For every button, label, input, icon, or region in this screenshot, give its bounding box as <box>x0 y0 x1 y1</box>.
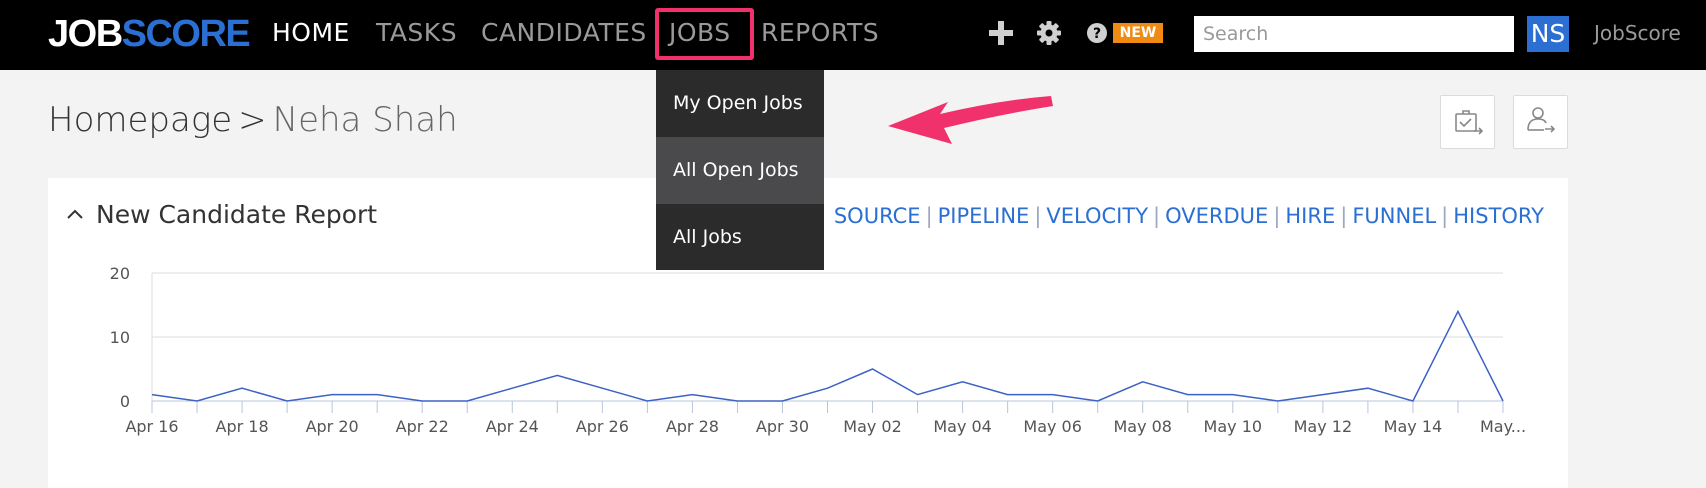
link-velocity[interactable]: VELOCITY <box>1046 204 1149 228</box>
user-export-icon <box>1527 107 1556 133</box>
y-tick-label: 20 <box>110 264 130 283</box>
menu-item-all-jobs[interactable]: All Jobs <box>673 226 742 248</box>
export-report-button[interactable] <box>1440 95 1495 149</box>
menu-item-all-open-jobs[interactable]: All Open Jobs <box>656 137 824 204</box>
link-hire[interactable]: HIRE <box>1285 204 1336 228</box>
link-funnel[interactable]: FUNNEL <box>1352 204 1437 228</box>
top-nav-bar: JOBSCORE HOME TASKS CANDIDATES JOBS REPO… <box>0 0 1706 70</box>
new-badge: NEW <box>1113 23 1163 43</box>
user-avatar[interactable]: NS <box>1527 16 1569 52</box>
nav-reports[interactable]: REPORTS <box>761 18 880 47</box>
x-tick-label: Apr 24 <box>486 417 539 436</box>
x-tick-label: Apr 18 <box>216 417 269 436</box>
panel-title[interactable]: New Candidate Report <box>66 200 377 229</box>
x-tick-label: Apr 16 <box>125 417 178 436</box>
account-name[interactable]: JobScore <box>1594 21 1681 45</box>
panel-title-text: New Candidate Report <box>96 200 378 229</box>
briefcase-export-icon <box>1455 110 1484 135</box>
share-user-button[interactable] <box>1513 95 1568 149</box>
link-overdue[interactable]: OVERDUE <box>1165 204 1269 228</box>
jobs-highlight-box <box>655 8 754 60</box>
breadcrumb-root[interactable]: Homepage <box>48 100 233 140</box>
new-candidate-line-chart: 0 10 20 Apr 16 Apr 18 Apr 20 Apr 22 Apr 24 Apr 2… <box>110 264 1526 436</box>
breadcrumb-separator: > <box>238 100 267 140</box>
report-links: SOURCE | PIPELINE | VELOCITY | OVERDUE | HIRE | FU… <box>833 204 1544 228</box>
gear-icon[interactable] <box>1036 20 1062 50</box>
jobscore-logo[interactable]: JOBSCORE <box>48 13 251 55</box>
svg-text:?: ? <box>1093 26 1101 42</box>
x-tick-label: May 08 <box>1113 417 1172 436</box>
nav-jobs[interactable]: JOBS <box>669 18 731 47</box>
breadcrumb-current: Neha Shah <box>272 100 458 140</box>
x-tick-label: Apr 26 <box>576 417 629 436</box>
x-tick-label: Apr 22 <box>396 417 449 436</box>
series-line <box>151 309 1504 402</box>
annotation-arrow-icon <box>888 96 1053 144</box>
x-tick-label: May 02 <box>843 417 902 436</box>
search-input[interactable] <box>1194 16 1514 52</box>
chevron-up-icon[interactable] <box>66 201 84 225</box>
nav-home[interactable]: HOME <box>272 18 350 47</box>
x-tick-label: May... <box>1480 417 1526 436</box>
menu-item-my-open-jobs[interactable]: My Open Jobs <box>673 92 803 114</box>
x-tick-label: Apr 30 <box>756 417 809 436</box>
x-tick-label: May 12 <box>1294 417 1353 436</box>
y-tick-label: 10 <box>110 328 130 347</box>
breadcrumb: Homepage > Neha Shah <box>48 100 458 140</box>
nav-tasks[interactable]: TASKS <box>376 18 458 47</box>
plus-icon[interactable] <box>988 20 1014 50</box>
x-tick-label: May 06 <box>1023 417 1082 436</box>
help-icon[interactable]: ? <box>1086 22 1108 48</box>
jobs-dropdown-menu: My Open Jobs All Open Jobs All Jobs <box>656 70 824 270</box>
x-tick-label: May 14 <box>1384 417 1443 436</box>
link-history[interactable]: HISTORY <box>1453 204 1544 228</box>
link-source[interactable]: SOURCE <box>833 204 921 228</box>
y-tick-label: 0 <box>120 392 130 411</box>
x-tick-label: Apr 20 <box>306 417 359 436</box>
nav-candidates[interactable]: CANDIDATES <box>481 18 647 47</box>
x-tick-label: May 04 <box>933 417 992 436</box>
x-tick-label: Apr 28 <box>666 417 719 436</box>
x-tick-label: May 10 <box>1204 417 1263 436</box>
link-pipeline[interactable]: PIPELINE <box>937 204 1030 228</box>
